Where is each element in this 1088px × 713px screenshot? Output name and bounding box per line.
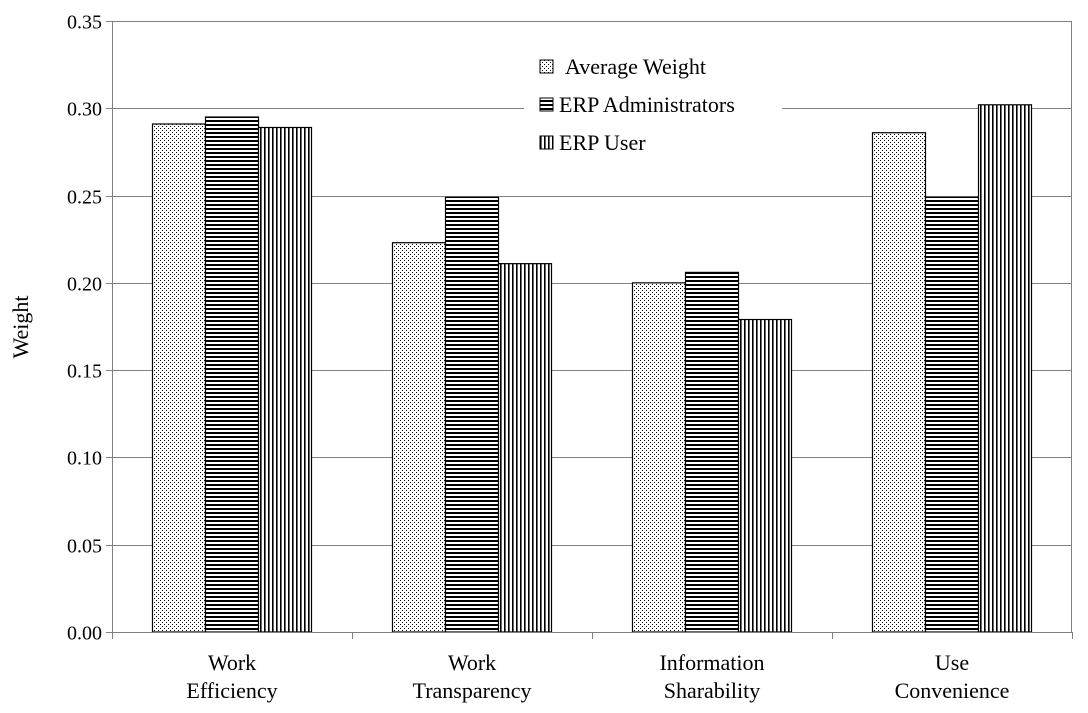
x-category-label: Use: [935, 650, 969, 675]
y-tick-label: 0.00: [67, 623, 102, 645]
x-category-label: Sharability: [664, 678, 761, 703]
legend-swatch-erp-administrators: [539, 97, 554, 112]
legend-label-erp-user: ERP User: [559, 130, 646, 155]
legend-label-average-weight: Average Weight: [565, 54, 706, 79]
x-axis-ticks: [112, 632, 1073, 639]
y-tick-label: 0.30: [67, 99, 102, 121]
x-category-label: Transparency: [413, 678, 532, 703]
x-category-label: Information: [659, 650, 764, 675]
bar-erp-user-0: [257, 126, 313, 633]
x-category-label: Efficiency: [186, 678, 277, 703]
legend-swatch-average-weight: [539, 59, 554, 74]
y-tick-label: 0.10: [67, 448, 102, 470]
x-category-label: Convenience: [895, 678, 1010, 703]
bar-erp-administrators-0: [204, 116, 260, 633]
bar-erp-user-2: [737, 318, 793, 633]
bar-average-weight-0: [151, 123, 207, 633]
y-tick-label: 0.35: [67, 12, 102, 34]
legend-swatch-erp-user: [539, 135, 554, 150]
bar-erp-user-3: [977, 104, 1033, 633]
bar-average-weight-3: [871, 132, 927, 633]
bar-erp-administrators-2: [684, 271, 740, 633]
legend: Average Weight ERP Administrators ERP User: [524, 46, 782, 164]
legend-background: [524, 46, 782, 164]
y-axis-title: Weight: [8, 296, 33, 359]
bar-erp-user-1: [497, 263, 553, 633]
legend-label-erp-administrators: ERP Administrators: [559, 92, 735, 117]
bar-average-weight-1: [391, 242, 447, 633]
bar-erp-administrators-1: [444, 196, 500, 633]
y-axis-ticks: 0.00 0.05 0.10 0.15 0.20 0.25 0.30 0.35: [67, 12, 112, 645]
y-tick-label: 0.05: [67, 536, 102, 558]
bars: [151, 104, 1033, 633]
y-tick-label: 0.25: [67, 187, 102, 209]
x-category-label: Work: [448, 650, 496, 675]
x-category-label: Work: [208, 650, 256, 675]
bar-average-weight-2: [631, 282, 687, 633]
x-axis-labels: Work Efficiency Work Transparency Informatio…: [186, 650, 1009, 703]
bar-erp-administrators-3: [924, 196, 980, 633]
y-tick-label: 0.15: [67, 361, 102, 383]
y-tick-label: 0.20: [67, 274, 102, 296]
